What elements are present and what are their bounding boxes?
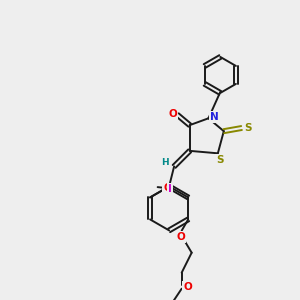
Text: S: S xyxy=(216,155,224,165)
Text: S: S xyxy=(244,123,251,133)
Text: O: O xyxy=(163,183,172,194)
Text: H: H xyxy=(161,158,169,167)
Text: O: O xyxy=(183,282,192,292)
Text: I: I xyxy=(168,184,172,194)
Text: O: O xyxy=(176,232,185,242)
Text: N: N xyxy=(210,112,219,122)
Text: O: O xyxy=(168,109,177,119)
